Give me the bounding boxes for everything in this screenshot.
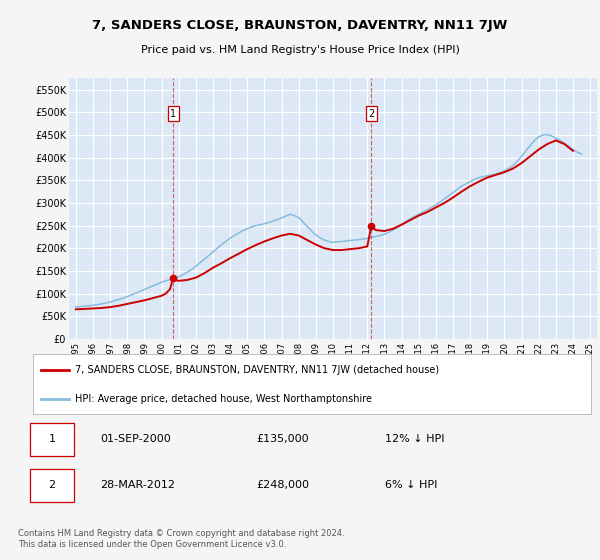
Text: 7, SANDERS CLOSE, BRAUNSTON, DAVENTRY, NN11 7JW: 7, SANDERS CLOSE, BRAUNSTON, DAVENTRY, N… bbox=[92, 18, 508, 32]
Text: HPI: Average price, detached house, West Northamptonshire: HPI: Average price, detached house, West… bbox=[75, 394, 372, 404]
Text: 01-SEP-2000: 01-SEP-2000 bbox=[100, 434, 171, 444]
Text: £135,000: £135,000 bbox=[256, 434, 309, 444]
Text: £248,000: £248,000 bbox=[256, 480, 309, 490]
Text: Contains HM Land Registry data © Crown copyright and database right 2024.
This d: Contains HM Land Registry data © Crown c… bbox=[18, 529, 344, 549]
Text: 12% ↓ HPI: 12% ↓ HPI bbox=[385, 434, 444, 444]
Text: Price paid vs. HM Land Registry's House Price Index (HPI): Price paid vs. HM Land Registry's House … bbox=[140, 45, 460, 55]
Text: 1: 1 bbox=[49, 434, 55, 444]
Text: 1: 1 bbox=[170, 109, 176, 119]
Text: 2: 2 bbox=[49, 480, 56, 490]
Text: 2: 2 bbox=[368, 109, 374, 119]
Text: 7, SANDERS CLOSE, BRAUNSTON, DAVENTRY, NN11 7JW (detached house): 7, SANDERS CLOSE, BRAUNSTON, DAVENTRY, N… bbox=[75, 365, 439, 375]
Text: 28-MAR-2012: 28-MAR-2012 bbox=[100, 480, 175, 490]
Text: 6% ↓ HPI: 6% ↓ HPI bbox=[385, 480, 437, 490]
FancyBboxPatch shape bbox=[30, 469, 74, 502]
FancyBboxPatch shape bbox=[30, 423, 74, 456]
